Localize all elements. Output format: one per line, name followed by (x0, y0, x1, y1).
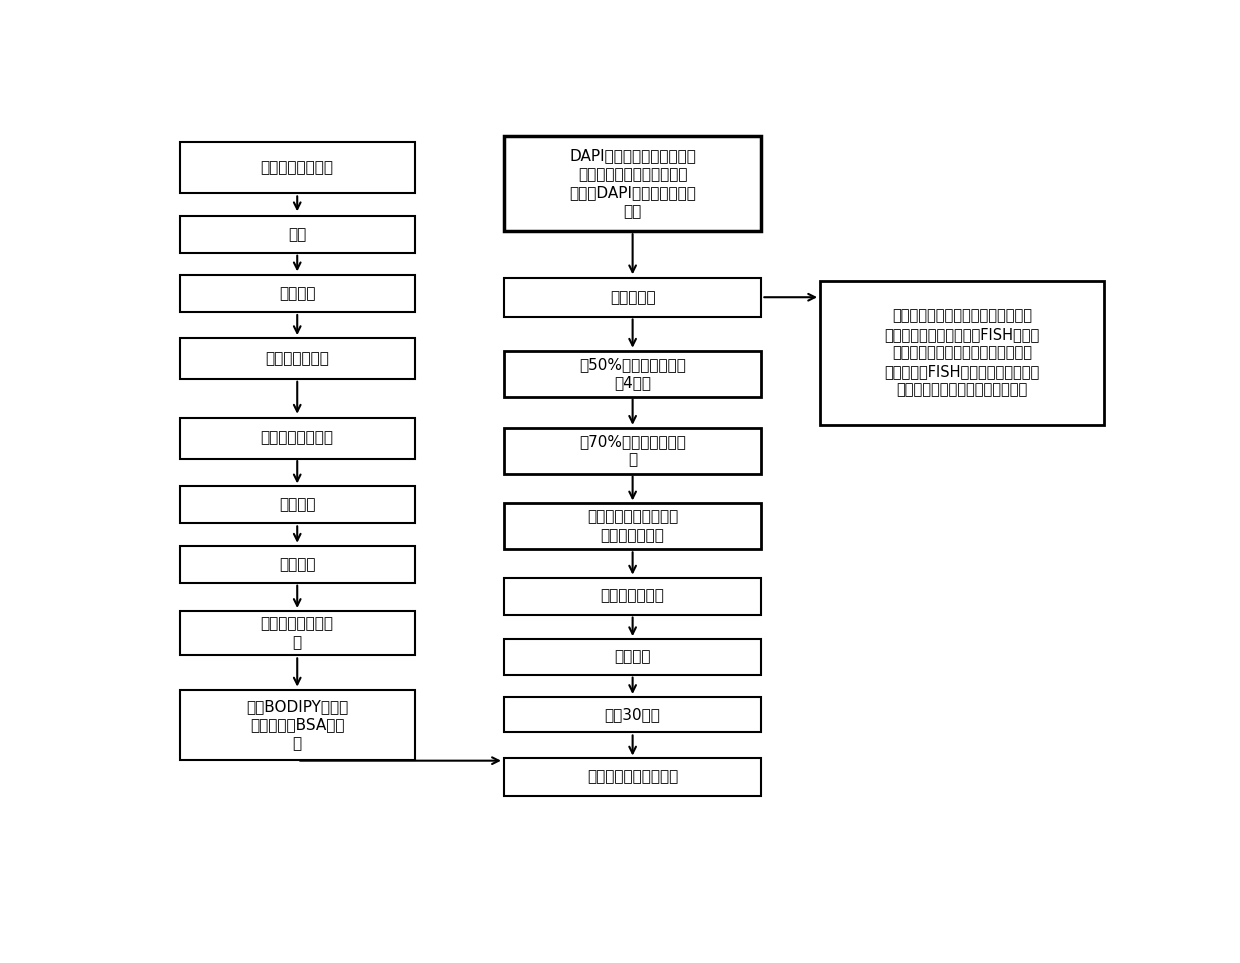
Bar (503, 137, 761, 231)
Bar (180, 690, 415, 761)
Text: 搜集滤液，离心: 搜集滤液，离心 (265, 351, 329, 366)
Text: 用70%的酒精冲洗载玻
片: 用70%的酒精冲洗载玻 片 (579, 434, 686, 467)
Text: 采用以肉鸡肠道微生物为靶标的不同
的寡聚核苷酸探针，应用FISH（荧光
原位杂交）技术后，根据纪录的位置
进行回位，FISH（靶标不同的肠道细
菌）染亮的细菌为: 采用以肉鸡肠道微生物为靶标的不同 的寡聚核苷酸探针，应用FISH（荧光 原位杂交… (884, 308, 1040, 398)
Text: 沉淀悬浮: 沉淀悬浮 (279, 557, 315, 572)
Bar (180, 546, 415, 583)
Bar (180, 142, 415, 194)
Text: 搜集沉淀: 搜集沉淀 (279, 497, 315, 512)
Bar (503, 278, 761, 317)
Bar (180, 418, 415, 458)
Text: 加入BODIPY小牛血
清白蛋白（BSA）染
液: 加入BODIPY小牛血 清白蛋白（BSA）染 液 (246, 699, 348, 751)
Text: 风干载玻片: 风干载玻片 (610, 290, 656, 304)
Bar (180, 275, 415, 312)
Text: 涂片风干: 涂片风干 (614, 649, 651, 664)
Bar (503, 578, 761, 614)
Text: 培养30分钟: 培养30分钟 (605, 707, 661, 722)
Bar (503, 351, 761, 397)
Bar (503, 428, 761, 474)
Text: 肉鸡新鲜盲肠食糜: 肉鸡新鲜盲肠食糜 (260, 160, 334, 175)
Bar (180, 611, 415, 656)
Text: DAPI染色后根据纪录的位置
进行回位，定量蛋白质水解
细菌占DAPI染亮的总细菌的
比例: DAPI染色后根据纪录的位置 进行回位，定量蛋白质水解 细菌占DAPI染亮的总细… (569, 148, 696, 220)
Bar (503, 759, 761, 795)
Text: 荧光显微镜观察: 荧光显微镜观察 (600, 588, 665, 604)
Text: 悬浮液体加入缓冲
液: 悬浮液体加入缓冲 液 (260, 616, 334, 650)
Bar (180, 216, 415, 252)
Text: 用50%的酒精浸泡载玻
片4小时: 用50%的酒精浸泡载玻 片4小时 (579, 357, 686, 390)
Text: 稀释: 稀释 (288, 226, 306, 242)
Bar (180, 486, 415, 524)
Bar (821, 280, 1104, 425)
Text: 加入电子传递链抑制剂: 加入电子传递链抑制剂 (587, 769, 678, 785)
Text: 匀浆过滤: 匀浆过滤 (279, 286, 315, 301)
Text: 搜集上清液，离心: 搜集上清液，离心 (260, 430, 334, 446)
Bar (503, 697, 761, 733)
Text: 记录阳性反应的蛋白质
水解细菌的位置: 记录阳性反应的蛋白质 水解细菌的位置 (587, 509, 678, 543)
Bar (503, 639, 761, 675)
Bar (180, 338, 415, 379)
Bar (503, 504, 761, 549)
